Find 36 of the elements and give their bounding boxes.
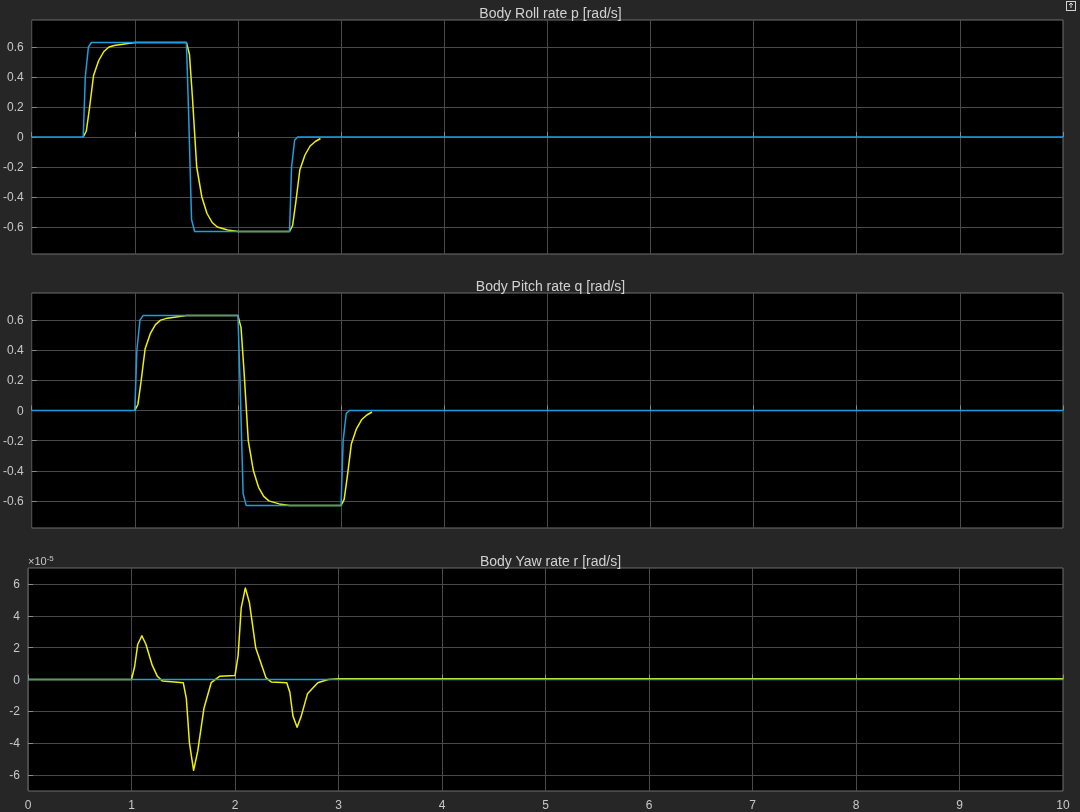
- y-tick-label: -0.2: [2, 433, 24, 448]
- y-tick-label: 0.4: [6, 70, 24, 84]
- y-tick-label: -2: [9, 704, 21, 719]
- y-tick-label: -0.6: [2, 220, 24, 234]
- x-tick-label: 4: [438, 798, 446, 812]
- y-tick-label: 0.6: [6, 313, 24, 328]
- y-tick-label: 6: [13, 576, 21, 591]
- y-tick-label: -0.2: [2, 160, 24, 174]
- y-tick-label: 0.6: [6, 40, 24, 54]
- y-tick-label: 0: [16, 130, 24, 144]
- y-tick-label: 0.2: [6, 100, 24, 114]
- y-tick-label: -6: [9, 768, 21, 783]
- x-tick-label: 6: [645, 798, 653, 812]
- y-tick-label: -4: [9, 736, 21, 751]
- x-tick-label: 8: [852, 798, 860, 812]
- y-tick-label: -0.6: [2, 493, 24, 508]
- chart-title: Body Pitch rate q [rad/s]: [475, 278, 626, 294]
- line-series: [30, 41, 1064, 233]
- y-tick-label: 0.2: [6, 373, 24, 388]
- line-series: [30, 314, 1064, 507]
- x-tick-label: 2: [231, 798, 239, 812]
- chart-title: Body Yaw rate r [rad/s]: [479, 553, 622, 569]
- chart-title: Body Roll rate p [rad/s]: [479, 5, 622, 21]
- x-tick-label: 1: [128, 798, 136, 812]
- y-tick-label: 0: [13, 672, 21, 687]
- y-tick-label: -0.4: [2, 463, 24, 478]
- x-tick-label: 7: [749, 798, 757, 812]
- y-tick-label: 0.4: [6, 343, 24, 358]
- x-tick-label: 5: [542, 798, 550, 812]
- x-tick-label: 9: [956, 798, 964, 812]
- y-tick-label: 0: [16, 403, 24, 418]
- x-tick-label: 3: [335, 798, 343, 812]
- y-tick-label: 4: [13, 608, 21, 623]
- y-tick-label: 2: [13, 640, 21, 655]
- y-tick-label: -0.4: [2, 190, 24, 204]
- x-tick-label: 10: [1056, 798, 1070, 812]
